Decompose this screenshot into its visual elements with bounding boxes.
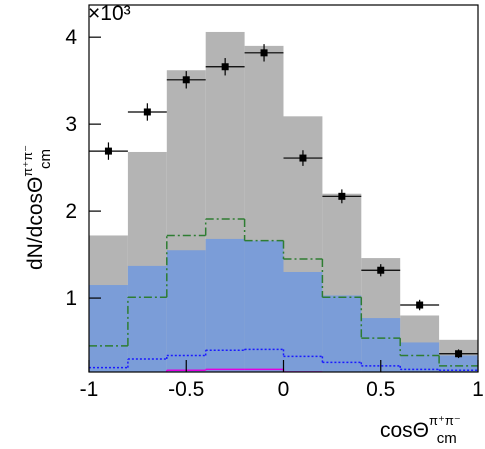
y-tick-label: 2 [65, 200, 77, 223]
y-tick-label: 1 [65, 287, 77, 310]
step-connector [127, 349, 440, 371]
step-connector [127, 218, 440, 366]
y-label-sup: π⁺π⁻ [20, 145, 35, 177]
y-multiplier: ×10³ [88, 2, 131, 25]
x-tick-label: 0.5 [366, 378, 395, 401]
data-point [377, 266, 385, 274]
data-point [455, 350, 463, 358]
histogram-bar [439, 355, 478, 372]
histogram-bar [322, 295, 362, 372]
histogram-bar [244, 240, 284, 372]
y-label-main: dN/dcosΘ [24, 177, 47, 270]
y-axis-label: dN/dcosΘπ⁺π⁻ cm [20, 145, 54, 270]
x-axis-label: cosΘπ⁺π⁻ cm [380, 413, 461, 447]
histogram-bar [89, 285, 128, 372]
histogram-bar [283, 271, 323, 372]
histogram-bar [166, 250, 206, 372]
plot-area [89, 31, 478, 372]
data-point [104, 147, 112, 155]
x-tick-label: 1 [472, 378, 484, 401]
x-label-main: cosΘ [380, 419, 429, 442]
data-point [416, 301, 424, 309]
y-label-sub: cm [37, 149, 54, 169]
histogram-bar [400, 342, 440, 372]
y-tick-label: 3 [65, 113, 77, 136]
axes: 1 2 3 4 -1 -0.5 0 0.5 1 [65, 4, 484, 401]
data-point [221, 63, 229, 71]
histogram-bar [127, 265, 167, 372]
x-label-sup: π⁺π⁻ [429, 413, 461, 428]
x-tick-label: -0.5 [168, 378, 204, 401]
data-point [299, 154, 307, 162]
data-point [260, 49, 268, 57]
histogram-bar [205, 238, 245, 372]
data-point [338, 192, 346, 200]
x-label-sub: cm [437, 430, 457, 447]
x-tick-label: 0 [278, 378, 290, 401]
data-point [182, 76, 190, 84]
x-tick-label: -1 [80, 378, 99, 401]
y-tick-label: 4 [65, 26, 77, 49]
data-point [143, 108, 151, 116]
